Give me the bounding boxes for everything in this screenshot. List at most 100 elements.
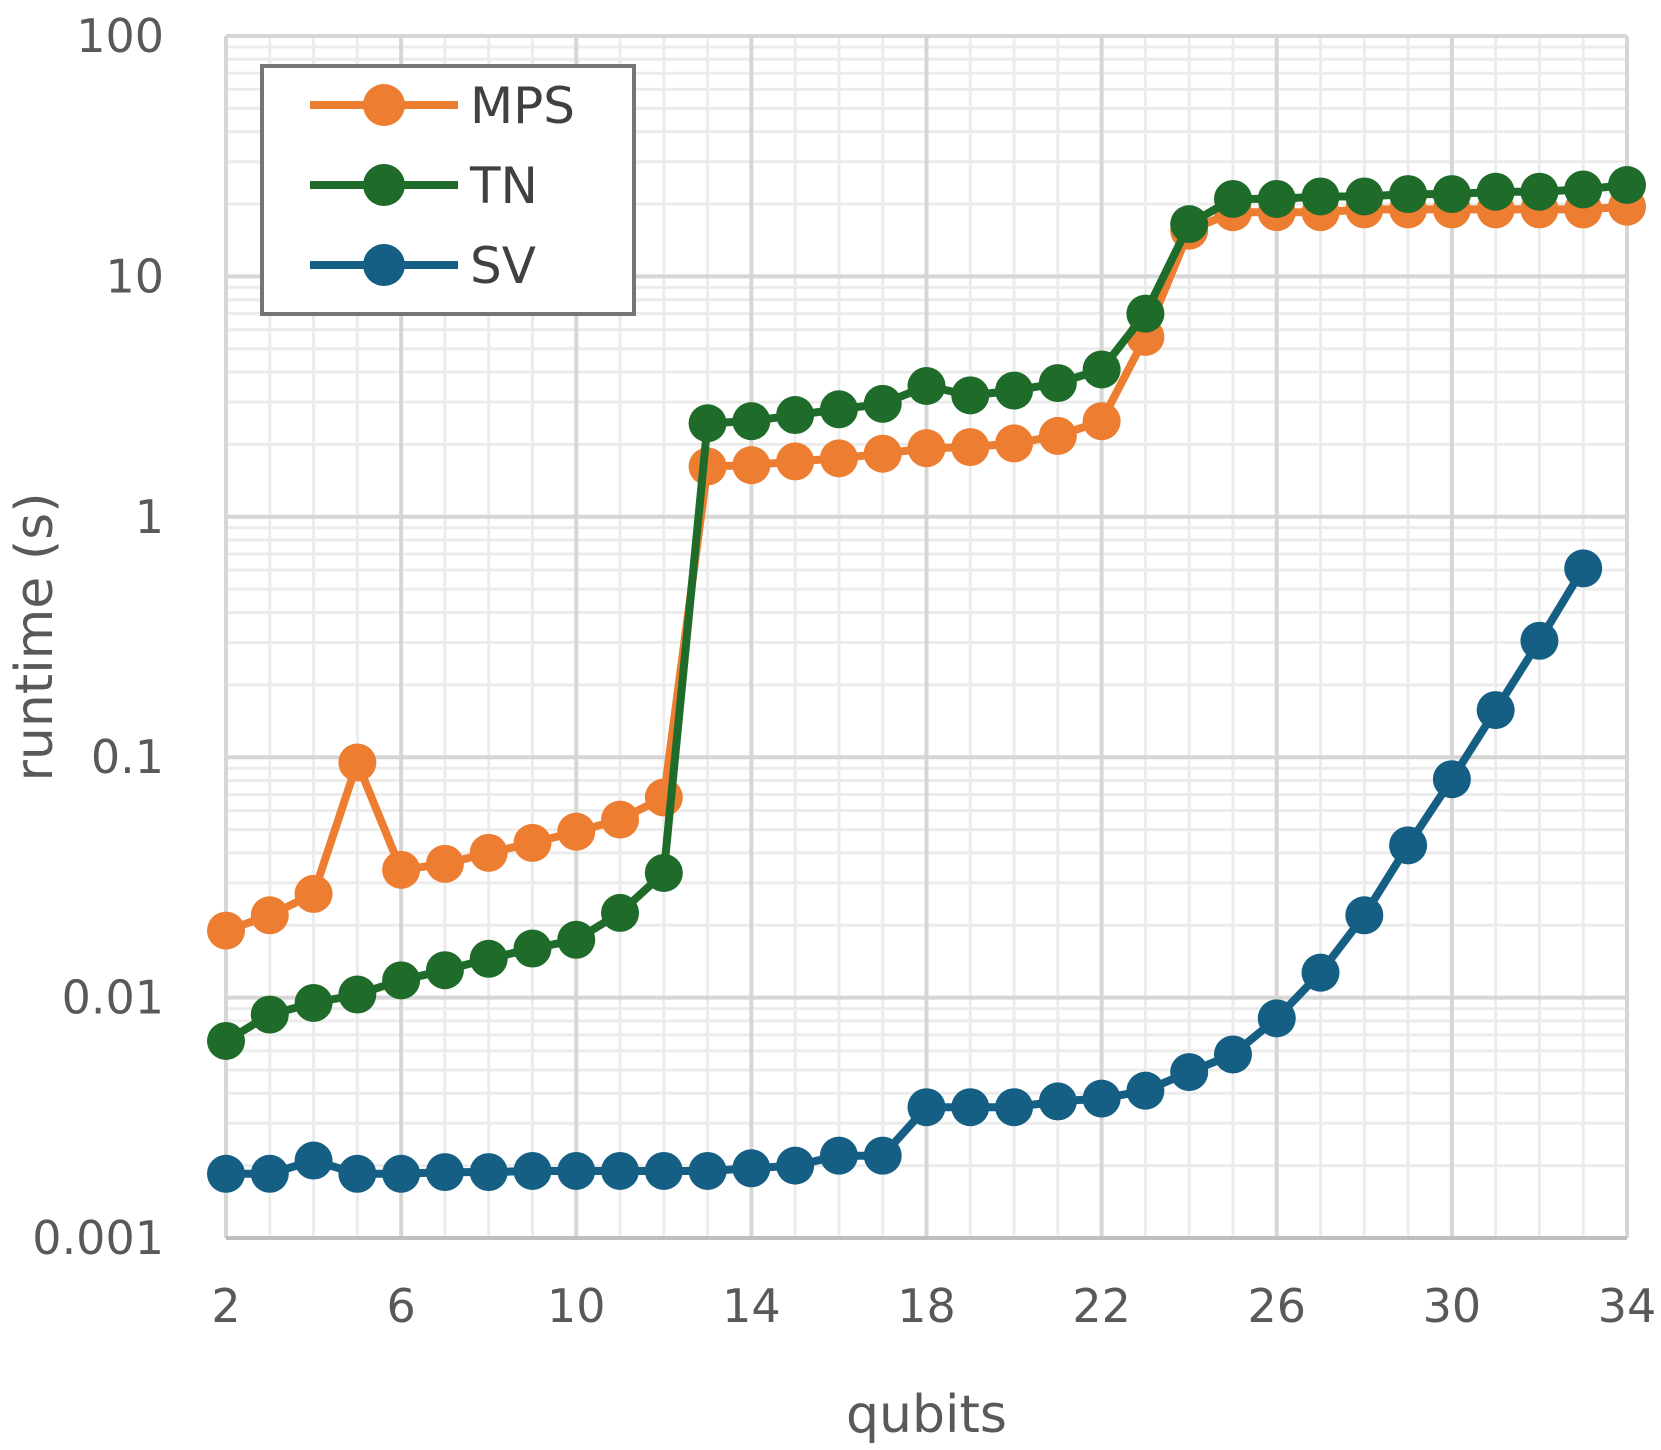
data-point-tn bbox=[1213, 179, 1252, 218]
data-point-tn bbox=[644, 853, 683, 892]
data-point-sv bbox=[995, 1088, 1034, 1127]
data-point-tn bbox=[1564, 170, 1603, 209]
legend-label: SV bbox=[470, 237, 536, 295]
data-point-sv bbox=[863, 1136, 902, 1175]
data-point-mps bbox=[951, 428, 990, 467]
x-tick-label: 14 bbox=[722, 1279, 781, 1333]
data-point-sv bbox=[425, 1153, 464, 1192]
data-point-tn bbox=[907, 367, 946, 406]
data-point-mps bbox=[425, 844, 464, 883]
data-point-sv bbox=[819, 1136, 858, 1175]
data-point-tn bbox=[1608, 165, 1646, 204]
data-point-sv bbox=[1213, 1035, 1252, 1074]
data-point-tn bbox=[425, 951, 464, 990]
y-axis-title: runtime (s) bbox=[5, 493, 65, 782]
data-point-tn bbox=[1432, 175, 1471, 214]
data-point-mps bbox=[469, 833, 508, 872]
data-point-tn bbox=[469, 939, 508, 978]
data-point-sv bbox=[1476, 691, 1515, 730]
data-point-tn bbox=[513, 929, 552, 968]
data-point-mps bbox=[732, 446, 771, 485]
data-point-sv bbox=[1038, 1082, 1077, 1121]
legend-swatch-marker bbox=[363, 84, 405, 126]
y-tick-label: 1 bbox=[135, 490, 164, 544]
data-point-sv bbox=[951, 1088, 990, 1127]
data-point-mps bbox=[338, 743, 377, 782]
data-point-tn bbox=[863, 384, 902, 423]
data-point-tn bbox=[294, 983, 333, 1022]
data-point-sv bbox=[1082, 1079, 1121, 1118]
data-point-mps bbox=[382, 850, 421, 889]
data-point-sv bbox=[601, 1151, 640, 1190]
legend-swatch-marker bbox=[363, 164, 405, 206]
x-tick-label: 18 bbox=[897, 1279, 956, 1333]
data-point-mps bbox=[644, 778, 683, 817]
data-point-mps bbox=[776, 442, 815, 481]
data-point-sv bbox=[732, 1149, 771, 1188]
data-point-sv bbox=[1389, 826, 1428, 865]
data-point-mps bbox=[995, 424, 1034, 463]
data-point-sv bbox=[382, 1154, 421, 1193]
legend-entry-mps: MPS bbox=[310, 77, 575, 135]
data-point-tn bbox=[338, 975, 377, 1014]
y-tick-label: 0.01 bbox=[62, 971, 164, 1025]
data-point-tn bbox=[1389, 175, 1428, 214]
data-point-sv bbox=[1126, 1071, 1165, 1110]
data-point-sv bbox=[1257, 999, 1296, 1038]
data-point-tn bbox=[1170, 205, 1209, 244]
x-axis-title: qubits bbox=[846, 1385, 1007, 1445]
data-point-tn bbox=[995, 371, 1034, 410]
series-tn bbox=[207, 165, 1646, 1060]
x-tick-label: 26 bbox=[1247, 1279, 1306, 1333]
legend: MPS TN SV bbox=[260, 64, 636, 316]
y-tick-label: 0.001 bbox=[32, 1211, 164, 1265]
data-point-sv bbox=[1301, 953, 1340, 992]
data-point-mps bbox=[557, 812, 596, 851]
data-point-sv bbox=[338, 1154, 377, 1193]
legend-label: MPS bbox=[470, 77, 575, 135]
data-point-sv bbox=[688, 1151, 727, 1190]
data-point-mps bbox=[250, 896, 289, 935]
data-point-sv bbox=[1520, 621, 1559, 660]
data-point-sv bbox=[469, 1153, 508, 1192]
data-point-sv bbox=[207, 1154, 245, 1193]
data-point-sv bbox=[644, 1151, 683, 1190]
data-point-tn bbox=[951, 376, 990, 415]
data-point-tn bbox=[1476, 172, 1515, 211]
data-point-mps bbox=[601, 800, 640, 839]
data-point-tn bbox=[1257, 179, 1296, 218]
data-point-sv bbox=[294, 1141, 333, 1180]
data-point-tn bbox=[1301, 177, 1340, 216]
data-point-tn bbox=[1345, 177, 1384, 216]
data-point-tn bbox=[819, 390, 858, 429]
data-point-mps bbox=[207, 911, 245, 950]
data-point-mps bbox=[819, 439, 858, 478]
data-point-mps bbox=[1082, 402, 1121, 441]
data-point-tn bbox=[1126, 294, 1165, 333]
data-point-mps bbox=[1038, 416, 1077, 455]
y-tick-label: 10 bbox=[105, 249, 164, 303]
x-tick-label: 6 bbox=[386, 1279, 415, 1333]
data-point-tn bbox=[207, 1021, 245, 1060]
data-point-sv bbox=[776, 1146, 815, 1185]
data-point-tn bbox=[601, 893, 640, 932]
data-point-sv bbox=[1432, 760, 1471, 799]
legend-label: TN bbox=[469, 157, 538, 215]
data-point-sv bbox=[907, 1088, 946, 1127]
data-point-tn bbox=[732, 402, 771, 441]
data-point-sv bbox=[250, 1154, 289, 1193]
data-point-tn bbox=[688, 404, 727, 443]
legend-entry-tn: TN bbox=[310, 157, 538, 215]
data-point-sv bbox=[557, 1151, 596, 1190]
x-tick-label: 22 bbox=[1072, 1279, 1131, 1333]
y-tick-label: 0.1 bbox=[91, 730, 164, 784]
data-point-tn bbox=[1520, 172, 1559, 211]
data-point-mps bbox=[907, 429, 946, 468]
legend-swatch-marker bbox=[363, 244, 405, 286]
data-point-mps bbox=[688, 447, 727, 486]
data-point-sv bbox=[1345, 896, 1384, 935]
series-sv bbox=[207, 549, 1603, 1193]
data-point-mps bbox=[513, 823, 552, 862]
data-point-sv bbox=[1170, 1053, 1209, 1092]
